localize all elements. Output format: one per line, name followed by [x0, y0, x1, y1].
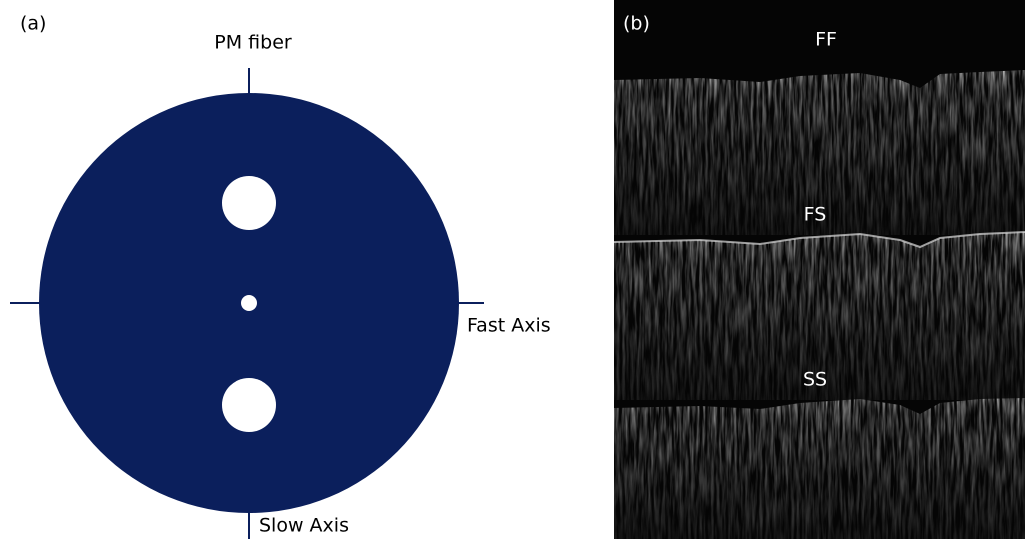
- layer-label: SS: [803, 369, 827, 391]
- layer-label: FF: [815, 29, 837, 51]
- stress-rod: [222, 176, 276, 230]
- panel-a: (a) PM fiber Fast Axis Slow Axis: [10, 13, 551, 540]
- panel-label: (b): [623, 13, 650, 35]
- axis-label: Fast Axis: [467, 315, 551, 337]
- panel-label: (a): [20, 13, 46, 35]
- axis-label: Slow Axis: [259, 515, 349, 537]
- panel-b: (b) FF FS SS: [614, 0, 1025, 539]
- oct-layers: [614, 70, 1025, 539]
- page: (a) PM fiber Fast Axis Slow Axis (b) FF …: [0, 0, 1025, 539]
- fiber-core: [241, 295, 257, 311]
- stress-rod: [222, 378, 276, 432]
- layer-label: FS: [804, 204, 827, 226]
- figure: (a) PM fiber Fast Axis Slow Axis (b) FF …: [0, 0, 1025, 539]
- fiber-title: PM fiber: [214, 32, 292, 54]
- oct-layer: [614, 398, 1025, 539]
